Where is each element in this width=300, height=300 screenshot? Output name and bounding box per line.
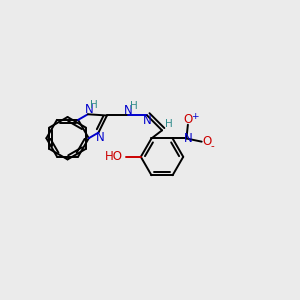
Text: N: N	[85, 103, 94, 116]
Text: HO: HO	[104, 150, 122, 163]
Text: H: H	[90, 100, 98, 110]
Text: N: N	[143, 114, 152, 127]
Text: H: H	[130, 101, 138, 111]
Text: O: O	[183, 113, 193, 126]
Text: N: N	[124, 104, 133, 117]
Text: O: O	[202, 135, 211, 148]
Text: N: N	[95, 130, 104, 143]
Text: +: +	[190, 112, 198, 121]
Text: -: -	[211, 141, 215, 151]
Text: H: H	[165, 119, 172, 129]
Text: N: N	[184, 132, 192, 145]
